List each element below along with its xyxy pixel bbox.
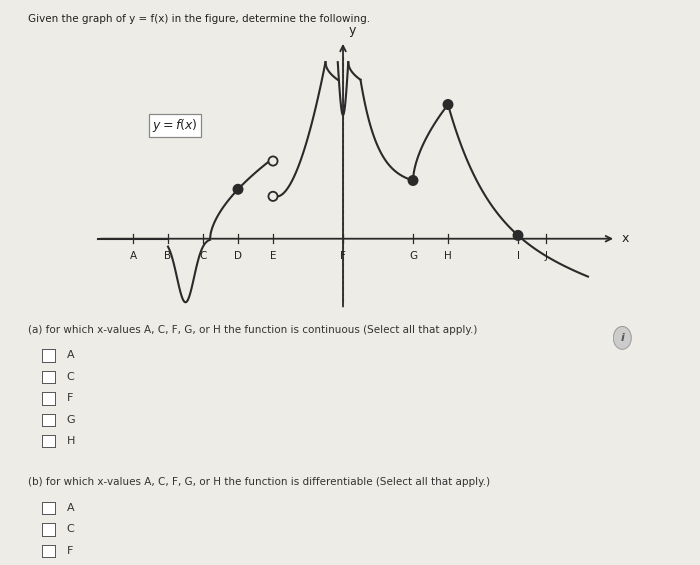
Circle shape [233,185,243,194]
Text: B: B [164,251,172,261]
Circle shape [409,176,417,185]
Text: (b) for which x-values A, C, F, G, or H the function is differentiable (Select a: (b) for which x-values A, C, F, G, or H … [28,477,490,488]
Text: A: A [66,503,74,513]
Circle shape [269,157,277,166]
Circle shape [613,327,631,349]
Text: G: G [409,251,417,261]
Text: F: F [340,251,346,261]
Text: H: H [66,436,75,446]
Text: E: E [270,251,276,261]
Text: D: D [234,251,242,261]
Text: A: A [130,251,136,261]
Text: Given the graph of y = f(x) in the figure, determine the following.: Given the graph of y = f(x) in the figur… [28,14,370,24]
Text: G: G [66,415,75,425]
Text: F: F [66,546,73,556]
Text: y: y [349,24,356,37]
Text: i: i [620,333,624,344]
Text: J: J [545,251,547,261]
Text: (a) for which x-values A, C, F, G, or H the function is continuous (Select all t: (a) for which x-values A, C, F, G, or H … [28,325,477,335]
Text: A: A [66,350,74,360]
Text: C: C [66,372,74,382]
Text: $y = f(x)$: $y = f(x)$ [152,117,198,134]
Circle shape [444,100,452,109]
Text: C: C [66,524,74,534]
Text: H: H [444,251,452,261]
Text: x: x [622,232,629,245]
Text: F: F [66,393,73,403]
Circle shape [269,192,277,201]
Circle shape [514,231,522,240]
Text: I: I [517,251,519,261]
Text: C: C [199,251,206,261]
